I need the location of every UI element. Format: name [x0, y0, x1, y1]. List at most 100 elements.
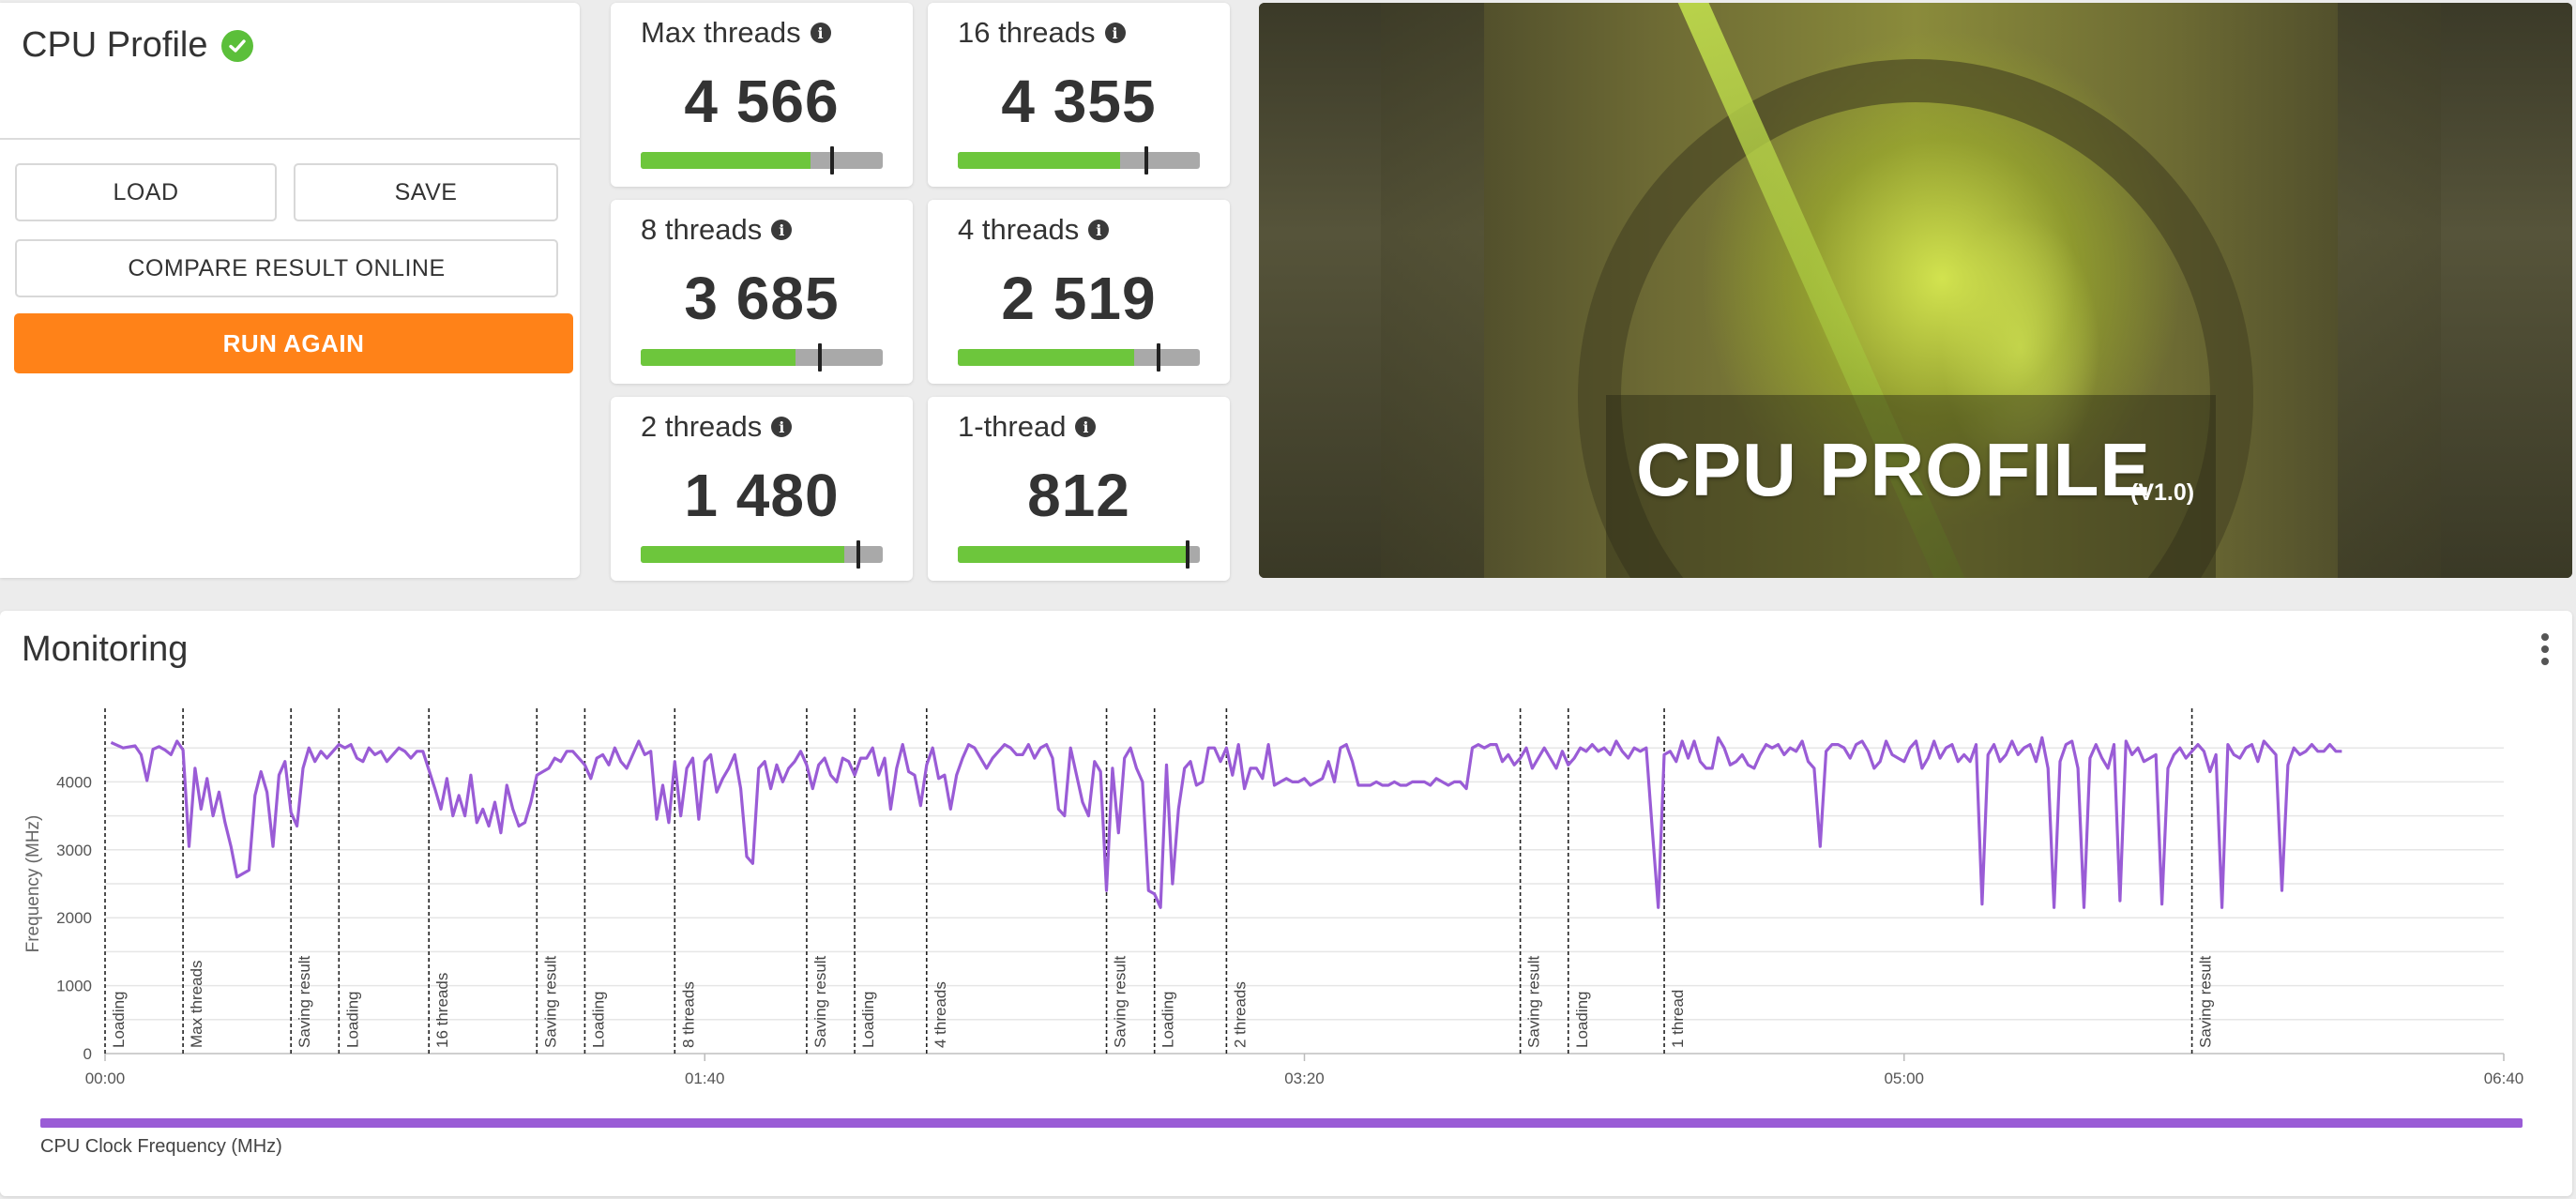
- score-label: 4 threads: [958, 213, 1080, 246]
- score-bar-fill: [958, 152, 1120, 169]
- score-bar-fill: [641, 546, 844, 563]
- y-tick-label: 3000: [56, 842, 92, 859]
- compare-result-online-button[interactable]: COMPARE RESULT ONLINE: [15, 239, 558, 297]
- event-label: 1 thread: [1669, 990, 1687, 1048]
- score-label: Max threads: [641, 16, 801, 49]
- score-label: 16 threads: [958, 16, 1096, 49]
- x-tick-label: 03:20: [1284, 1070, 1325, 1087]
- score-bar: [958, 540, 1200, 569]
- score-bar: [641, 146, 883, 175]
- page-title: CPU Profile: [22, 25, 208, 65]
- score-card-header: 1-thread i: [958, 410, 1097, 444]
- monitoring-panel: Monitoring 0 1000 2000 3000 4000 00:00 01:40 03…: [0, 611, 2572, 1196]
- kebab-menu-icon[interactable]: [2538, 633, 2552, 665]
- hero-version: (V1.0): [2130, 479, 2195, 506]
- info-icon[interactable]: i: [1088, 220, 1110, 240]
- info-icon[interactable]: i: [771, 220, 793, 240]
- hero-column-left: [1259, 3, 1381, 578]
- hero-title: CPU PROFILE: [1636, 428, 2151, 511]
- x-tick-label: 00:00: [85, 1070, 126, 1087]
- score-value: 3 685: [684, 265, 840, 332]
- event-label: Saving result: [295, 955, 313, 1048]
- score-bar-marker: [856, 540, 861, 569]
- score-bar-marker: [1186, 540, 1190, 569]
- score-bar: [641, 343, 883, 372]
- score-bar: [641, 540, 883, 569]
- hero-image: CPU PROFILE (V1.0): [1259, 3, 2572, 578]
- score-bar-marker: [1157, 343, 1161, 372]
- score-value: 4 355: [1001, 68, 1157, 135]
- event-label: 8 threads: [679, 981, 697, 1048]
- x-tick-label: 05:00: [1884, 1070, 1924, 1087]
- y-axis-label: Frequency (MHz): [23, 815, 43, 953]
- score-value: 2 519: [1001, 265, 1157, 332]
- run-again-button[interactable]: RUN AGAIN: [14, 313, 573, 373]
- event-label: Loading: [859, 991, 877, 1048]
- event-label: Saving result: [1112, 955, 1129, 1048]
- hero-column-inner-right: [2338, 3, 2441, 578]
- score-bar: [958, 146, 1200, 175]
- event-label: Saving result: [1525, 955, 1543, 1048]
- score-bar: [958, 343, 1200, 372]
- info-icon[interactable]: i: [1104, 23, 1126, 43]
- profile-header: CPU Profile: [22, 25, 253, 66]
- event-label: Loading: [1159, 991, 1177, 1048]
- x-tick-label: 01:40: [685, 1070, 725, 1087]
- hero-column-inner-left: [1381, 3, 1484, 578]
- score-bar-marker: [1144, 146, 1149, 175]
- event-label: Saving result: [2197, 955, 2215, 1048]
- divider: [0, 138, 580, 140]
- score-card-2-threads: 2 threads i 1 480: [611, 397, 913, 581]
- hero-label-band: [1606, 395, 2216, 578]
- info-icon[interactable]: i: [1075, 417, 1097, 437]
- y-tick-label: 0: [83, 1045, 92, 1063]
- score-card-header: 2 threads i: [641, 410, 793, 444]
- x-tick-label: 06:40: [2484, 1070, 2524, 1087]
- score-card-4-threads: 4 threads i 2 519: [928, 200, 1230, 384]
- score-card-header: 8 threads i: [641, 213, 793, 247]
- score-value: 4 566: [684, 68, 840, 135]
- event-label: Loading: [343, 991, 361, 1048]
- score-value: 812: [1027, 462, 1130, 529]
- event-label: Loading: [1573, 991, 1591, 1048]
- legend-swatch[interactable]: [40, 1118, 2523, 1128]
- event-label: Saving result: [811, 955, 829, 1048]
- score-value: 1 480: [684, 462, 840, 529]
- score-card-header: 16 threads i: [958, 16, 1126, 50]
- series-line: [110, 736, 2342, 909]
- event-label: Loading: [110, 991, 128, 1048]
- score-card-1-thread: 1-thread i 812: [928, 397, 1230, 581]
- y-tick-label: 2000: [56, 909, 92, 927]
- profile-panel: CPU Profile LOAD SAVE COMPARE RESULT ONL…: [0, 3, 580, 578]
- score-card-header: Max threads i: [641, 16, 831, 50]
- info-icon[interactable]: i: [771, 417, 793, 437]
- score-label: 2 threads: [641, 410, 763, 443]
- score-card-max-threads: Max threads i 4 566: [611, 3, 913, 187]
- frequency-chart: 0 1000 2000 3000 4000 00:00 01:40 03:20 05:00 06:…: [23, 708, 2524, 1087]
- score-bar-marker: [829, 146, 834, 175]
- event-label: Saving result: [541, 955, 559, 1048]
- score-bar-fill: [641, 152, 811, 169]
- score-label: 8 threads: [641, 213, 763, 246]
- save-button[interactable]: SAVE: [294, 163, 558, 221]
- score-card-16-threads: 16 threads i 4 355: [928, 3, 1230, 187]
- score-card-8-threads: 8 threads i 3 685: [611, 200, 913, 384]
- score-label: 1-thread: [958, 410, 1067, 443]
- score-bar-marker: [817, 343, 822, 372]
- y-tick-label: 4000: [56, 773, 92, 791]
- info-icon[interactable]: i: [810, 23, 831, 43]
- y-tick-label: 1000: [56, 978, 92, 995]
- hero-column-right: [2441, 3, 2572, 578]
- legend-label: CPU Clock Frequency (MHz): [40, 1136, 282, 1157]
- score-card-header: 4 threads i: [958, 213, 1110, 247]
- load-button[interactable]: LOAD: [15, 163, 277, 221]
- check-circle-icon: [220, 29, 253, 62]
- score-bar-fill: [641, 349, 796, 366]
- event-label: 16 threads: [433, 973, 451, 1048]
- event-label: 2 threads: [1231, 981, 1249, 1048]
- event-label: 4 threads: [932, 981, 949, 1048]
- event-label: Max threads: [188, 960, 205, 1048]
- score-bar-fill: [958, 349, 1135, 366]
- event-label: Loading: [589, 991, 607, 1048]
